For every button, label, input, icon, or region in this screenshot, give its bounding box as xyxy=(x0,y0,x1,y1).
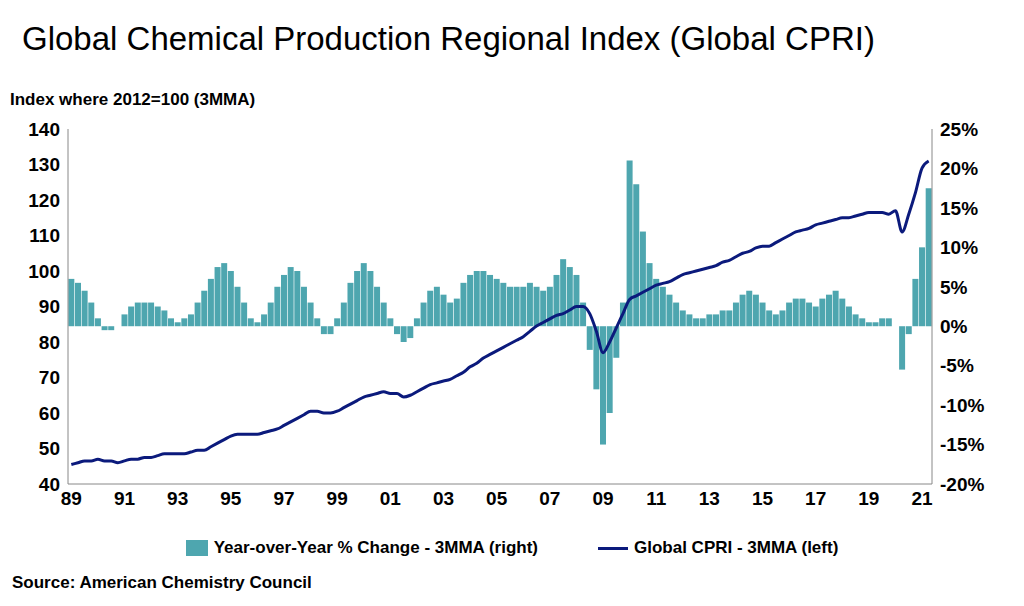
svg-text:17: 17 xyxy=(805,488,826,509)
html-text:Index where 2012=100 (3MMA): Index where 2012=100 (3MMA) xyxy=(10,90,256,109)
svg-text:140: 140 xyxy=(28,119,60,140)
svg-text:120: 120 xyxy=(28,190,60,211)
html-text:Global Chemical Production Reg: Global Chemical Production Regional Inde… xyxy=(22,20,875,57)
svg-text:03: 03 xyxy=(433,488,454,509)
svg-text:21: 21 xyxy=(911,488,933,509)
svg-text:130: 130 xyxy=(28,154,60,175)
svg-text:19: 19 xyxy=(858,488,879,509)
svg-text:07: 07 xyxy=(539,488,560,509)
svg-text:50: 50 xyxy=(39,438,60,459)
svg-text:-15%: -15% xyxy=(940,434,984,455)
svg-text:09: 09 xyxy=(592,488,613,509)
svg-text:40: 40 xyxy=(39,474,60,495)
svg-text:15%: 15% xyxy=(940,198,978,219)
svg-text:89: 89 xyxy=(61,488,82,509)
svg-text:99: 99 xyxy=(327,488,348,509)
svg-text:80: 80 xyxy=(39,332,60,353)
html-text:Global CPRI - 3MMA (left): Global CPRI - 3MMA (left) xyxy=(634,538,839,557)
html-text:Year-over-Year % Change - 3MMA: Year-over-Year % Change - 3MMA (right) xyxy=(213,538,538,557)
svg-text:60: 60 xyxy=(39,403,60,424)
svg-text:97: 97 xyxy=(273,488,294,509)
svg-text:110: 110 xyxy=(29,225,60,246)
svg-text:01: 01 xyxy=(380,488,402,509)
svg-text:100: 100 xyxy=(28,261,60,282)
svg-text:-5%: -5% xyxy=(940,355,974,376)
svg-text:-20%: -20% xyxy=(940,474,984,495)
svg-text:25%: 25% xyxy=(940,119,978,140)
svg-text:13: 13 xyxy=(699,488,720,509)
svg-text:15: 15 xyxy=(752,488,774,509)
svg-text:95: 95 xyxy=(220,488,242,509)
svg-text:91: 91 xyxy=(114,488,136,509)
svg-text:90: 90 xyxy=(39,296,60,317)
svg-text:20%: 20% xyxy=(940,158,978,179)
svg-text:0%: 0% xyxy=(940,316,968,337)
svg-text:10%: 10% xyxy=(940,237,978,258)
svg-text:93: 93 xyxy=(167,488,188,509)
svg-text:05: 05 xyxy=(486,488,508,509)
html-text:Source: American Chemistry Cou: Source: American Chemistry Council xyxy=(12,573,312,592)
svg-text:70: 70 xyxy=(39,367,60,388)
svg-text:5%: 5% xyxy=(940,277,968,298)
svg-text:11: 11 xyxy=(646,488,667,509)
svg-text:-10%: -10% xyxy=(940,395,984,416)
